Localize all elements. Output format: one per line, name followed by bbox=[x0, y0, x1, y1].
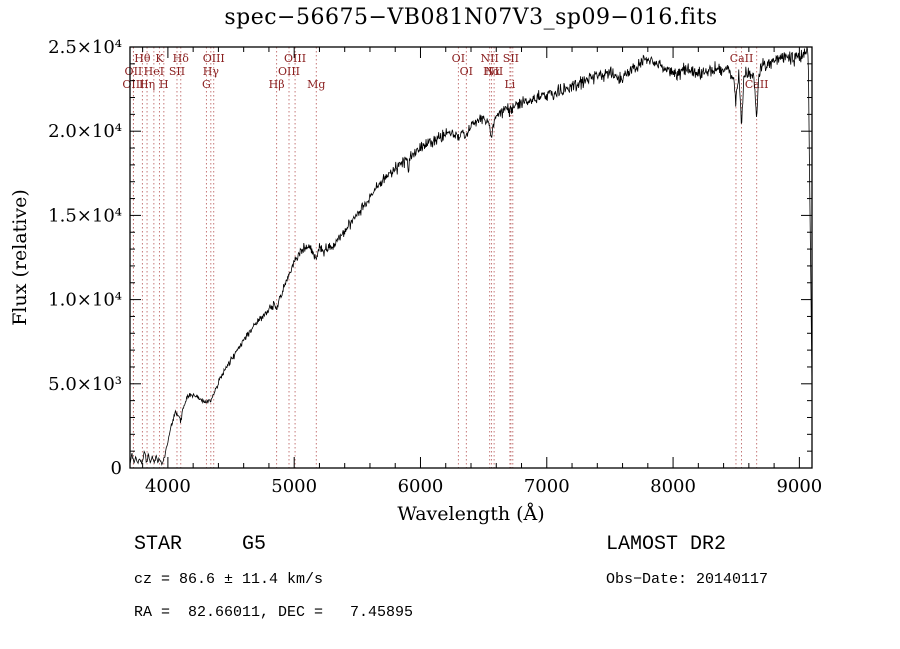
svg-text:Hβ: Hβ bbox=[269, 78, 285, 91]
svg-text:Hθ: Hθ bbox=[134, 52, 151, 65]
svg-text:OII: OII bbox=[125, 65, 143, 78]
svg-text:Hη: Hη bbox=[139, 78, 155, 91]
svg-text:OIII: OIII bbox=[203, 52, 225, 65]
svg-text:1.0×10⁴: 1.0×10⁴ bbox=[48, 290, 122, 311]
obs-date-text: Obs−Date: 20140117 bbox=[606, 571, 769, 588]
svg-text:OIII: OIII bbox=[284, 52, 306, 65]
svg-text:OI: OI bbox=[460, 65, 473, 78]
svg-text:Wavelength (Å): Wavelength (Å) bbox=[397, 503, 544, 525]
svg-text:NII: NII bbox=[485, 65, 503, 78]
svg-text:2.5×10⁴: 2.5×10⁴ bbox=[48, 37, 122, 58]
svg-text:2.0×10⁴: 2.0×10⁴ bbox=[48, 121, 122, 142]
svg-text:5000: 5000 bbox=[271, 476, 317, 497]
survey-name-text: LAMOST DR2 bbox=[606, 533, 727, 556]
svg-text:0: 0 bbox=[111, 458, 122, 479]
svg-text:H: H bbox=[159, 78, 169, 91]
svg-text:Hδ: Hδ bbox=[173, 52, 190, 65]
svg-text:HeI: HeI bbox=[144, 65, 164, 78]
svg-text:CaII: CaII bbox=[730, 52, 754, 65]
svg-text:SII: SII bbox=[169, 65, 185, 78]
svg-text:OIII: OIII bbox=[122, 78, 144, 91]
svg-text:1.5×10⁴: 1.5×10⁴ bbox=[48, 205, 122, 226]
radial-velocity-text: cz = 86.6 ± 11.4 km/s bbox=[134, 571, 324, 588]
svg-text:Flux (relative): Flux (relative) bbox=[9, 189, 31, 326]
svg-text:8000: 8000 bbox=[650, 476, 696, 497]
object-class-text: STAR G5 bbox=[134, 533, 267, 556]
svg-text:CaII: CaII bbox=[745, 78, 769, 91]
svg-text:5.0×10³: 5.0×10³ bbox=[48, 374, 122, 395]
svg-text:9000: 9000 bbox=[776, 476, 822, 497]
svg-text:Mg: Mg bbox=[307, 78, 325, 91]
svg-text:Hγ: Hγ bbox=[203, 65, 220, 78]
svg-text:Li: Li bbox=[504, 78, 515, 91]
svg-text:G: G bbox=[202, 78, 211, 91]
svg-text:SII: SII bbox=[503, 52, 519, 65]
svg-text:NII: NII bbox=[481, 52, 499, 65]
svg-text:OI: OI bbox=[452, 52, 465, 65]
svg-text:6000: 6000 bbox=[398, 476, 444, 497]
ra-dec-text: RA = 82.66011, DEC = 7.45895 bbox=[134, 604, 414, 621]
svg-text:K: K bbox=[155, 52, 164, 65]
svg-text:4000: 4000 bbox=[145, 476, 191, 497]
svg-text:OIII: OIII bbox=[278, 65, 300, 78]
svg-text:7000: 7000 bbox=[524, 476, 570, 497]
chart-title: spec−56675−VB081N07V3_sp09−016.fits bbox=[224, 5, 718, 30]
svg-text:Hα: Hα bbox=[483, 65, 501, 78]
